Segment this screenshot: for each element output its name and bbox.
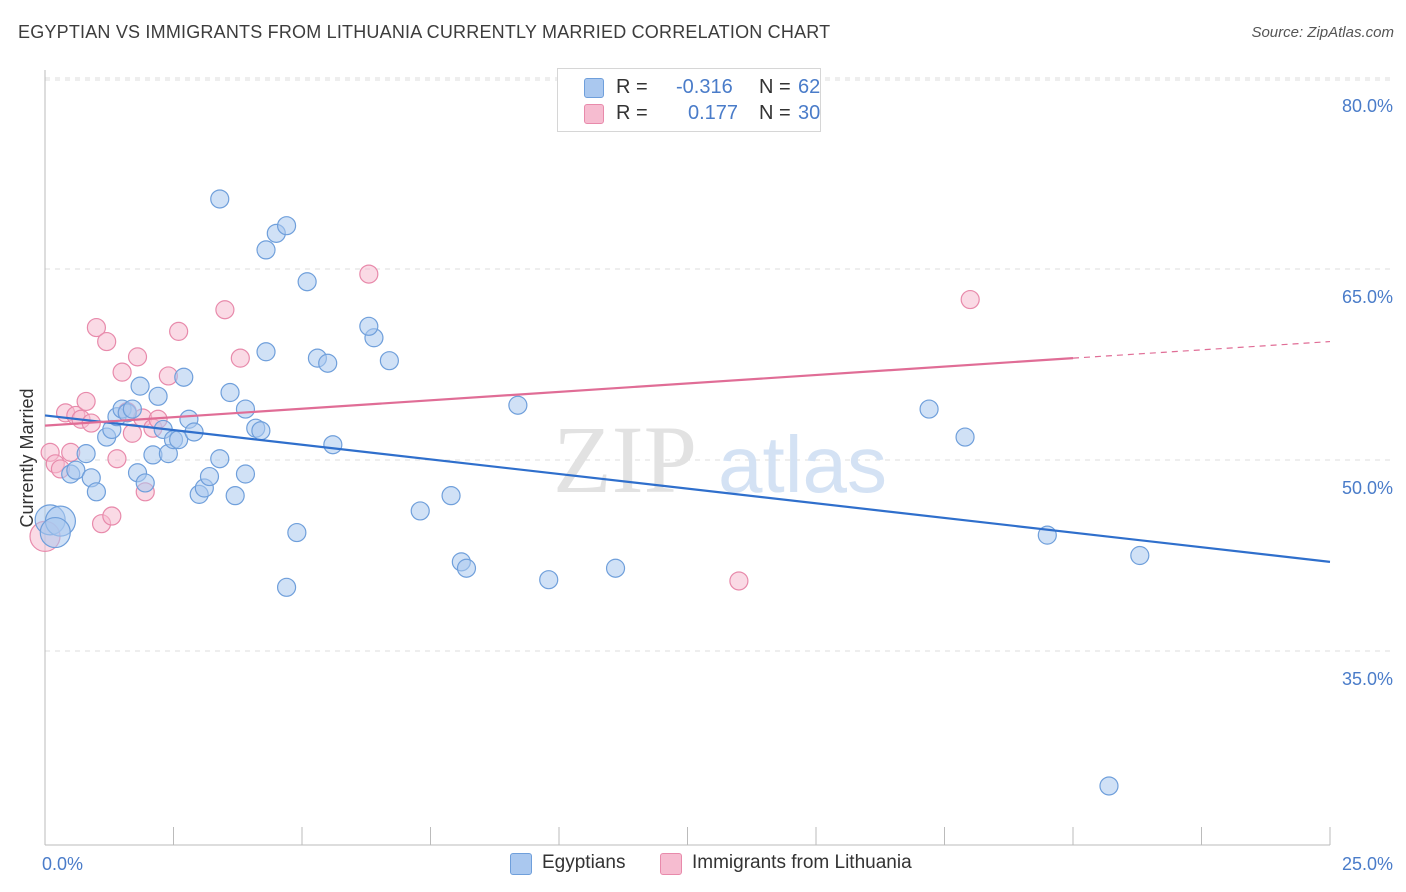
- egyptian-point: [251, 421, 271, 441]
- bottom-legend-label-egyptians: Egyptians: [542, 852, 626, 873]
- egyptian-point: [225, 486, 245, 506]
- egyptian-point: [235, 464, 256, 484]
- egyptian-point: [148, 386, 168, 406]
- egyptian-point: [66, 460, 86, 480]
- y-tick-labels: 35.0% 50.0% 65.0% 80.0%: [1342, 96, 1393, 689]
- egyptian-point: [210, 189, 230, 209]
- watermark-atlas: atlas: [718, 420, 887, 509]
- egyptian-point: [441, 486, 461, 506]
- lithuania-point: [215, 300, 235, 320]
- egyptian-point: [39, 516, 71, 549]
- lithuania-point: [729, 571, 749, 591]
- x-tick-label: 25.0%: [1342, 854, 1393, 874]
- egyptian-point: [76, 444, 96, 464]
- bottom-legend-swatch-egyptians: [510, 853, 532, 875]
- egyptian-point: [410, 501, 430, 521]
- egyptian-point: [919, 399, 939, 419]
- lithuania-point: [127, 347, 148, 367]
- x-tick-labels: 0.0% 25.0%: [42, 854, 1393, 874]
- lithuania-point: [97, 331, 117, 352]
- egyptian-point: [287, 522, 307, 543]
- egyptian-point: [220, 382, 240, 403]
- lithuania-point: [107, 449, 127, 469]
- egyptian-point: [256, 342, 276, 362]
- lithuania-point: [86, 317, 107, 338]
- egyptian-point: [955, 427, 975, 447]
- legend-swatch-lithuania: [584, 104, 604, 124]
- egyptian-point: [130, 376, 150, 396]
- y-axis-label: Currently Married: [17, 388, 37, 527]
- egyptian-point: [456, 558, 477, 578]
- bottom-legend-label-lithuania: Immigrants from Lithuania: [692, 852, 912, 873]
- legend-r-value: -0.316: [676, 76, 733, 98]
- egyptian-point: [235, 399, 256, 419]
- trend-line-lithuania-extension: [1072, 340, 1331, 359]
- legend-r-label: R =: [616, 102, 648, 124]
- lithuania-point: [230, 348, 250, 368]
- legend-n-value: 62: [798, 76, 821, 98]
- trend-lines: [44, 340, 1331, 563]
- legend-n-label: N =: [759, 102, 791, 124]
- source-label: Source: ZipAtlas.com: [1251, 24, 1394, 41]
- lithuania-point: [112, 362, 132, 382]
- lithuania-point: [960, 289, 980, 310]
- watermark: ZIP atlas: [553, 406, 887, 513]
- egyptian-point: [1099, 776, 1119, 796]
- x-tick-label: 0.0%: [42, 854, 83, 874]
- egyptian-point: [210, 449, 230, 469]
- legend-swatch-egyptians: [584, 78, 604, 98]
- egyptian-point: [318, 353, 338, 373]
- lithuania-point: [76, 391, 96, 412]
- legend-n-label: N =: [759, 76, 791, 98]
- egyptian-point: [1130, 545, 1150, 566]
- egyptian-point: [605, 558, 626, 578]
- legend-r-label: R =: [616, 76, 648, 98]
- egyptian-point: [323, 435, 343, 455]
- watermark-zip: ZIP: [553, 406, 697, 513]
- egyptian-point: [508, 395, 528, 415]
- legend-r-value: 0.177: [688, 102, 739, 124]
- lithuania-point: [122, 423, 142, 443]
- y-tick-label: 35.0%: [1342, 669, 1393, 689]
- trend-line-lithuania: [44, 357, 1074, 427]
- egyptian-point: [539, 570, 559, 590]
- egyptian-point: [256, 240, 276, 260]
- egyptian-point: [122, 399, 142, 419]
- egyptian-point: [379, 351, 399, 371]
- egyptian-point: [199, 466, 220, 487]
- y-tick-label: 80.0%: [1342, 96, 1393, 116]
- egyptian-point: [276, 577, 297, 597]
- egyptian-point: [86, 482, 107, 502]
- lithuania-point: [102, 506, 122, 526]
- lithuania-point: [169, 321, 189, 341]
- egyptian-point: [297, 272, 317, 292]
- egyptian-point: [174, 367, 194, 387]
- y-tick-label: 50.0%: [1342, 478, 1393, 498]
- bottom-legend-swatch-lithuania: [660, 853, 682, 875]
- egyptian-point: [359, 316, 379, 336]
- y-tick-label: 65.0%: [1342, 287, 1393, 307]
- egyptian-point: [135, 473, 155, 493]
- lithuania-point: [359, 264, 379, 284]
- trend-line-egyptians: [44, 414, 1331, 563]
- legend-n-value: 30: [798, 102, 821, 124]
- correlation-legend: R = -0.316 N = 62 R = 0.177 N = 30: [557, 68, 821, 132]
- egyptian-point: [276, 216, 297, 236]
- chart-title: EGYPTIAN VS IMMIGRANTS FROM LITHUANIA CU…: [18, 22, 831, 42]
